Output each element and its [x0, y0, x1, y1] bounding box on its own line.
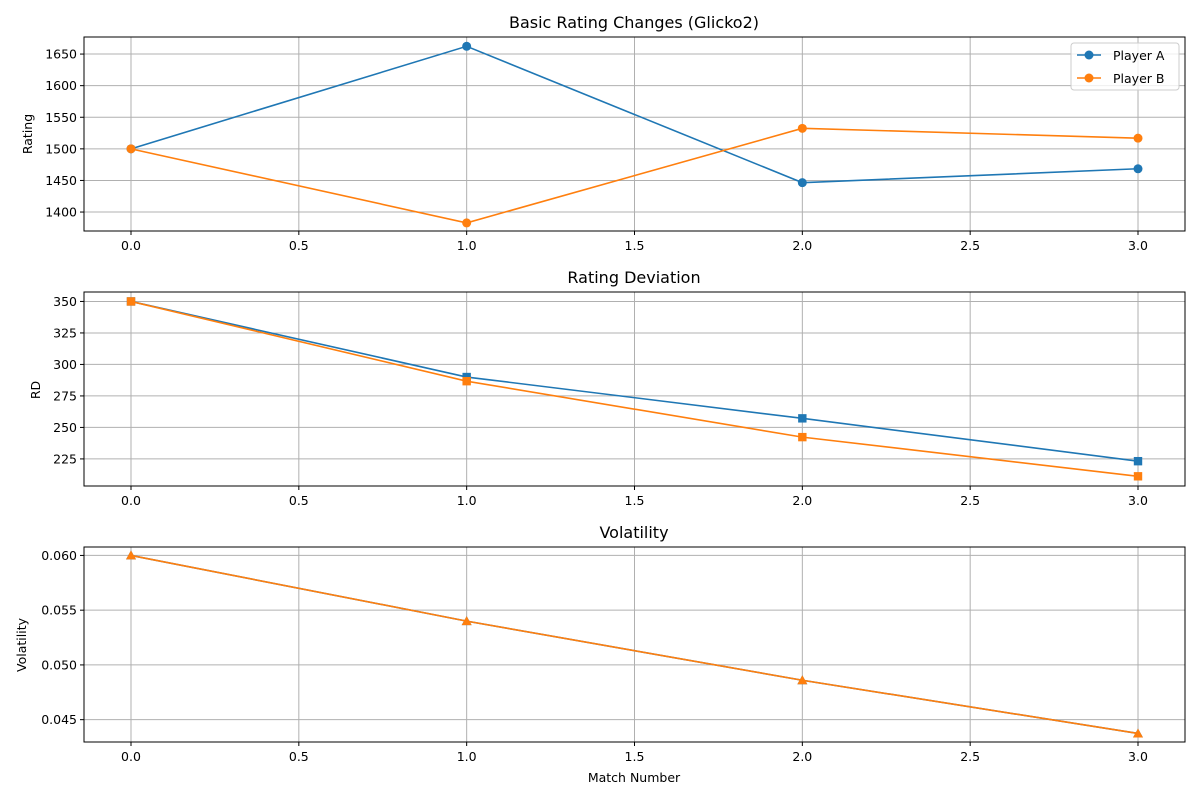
rd-ytick-label: 300: [53, 357, 77, 372]
rating-point-player-a: [462, 41, 472, 51]
rating-xtick-label: 0.0: [121, 238, 141, 253]
rd-line-player-a: [130, 300, 1139, 462]
volatility-ytick-label: 0.055: [41, 603, 77, 618]
rating-xtick-label: 3.0: [1128, 238, 1148, 253]
legend-marker-player-a: [1084, 50, 1094, 60]
rating-xtick-label: 1.0: [457, 238, 477, 253]
rating-ytick-label: 1400: [45, 205, 77, 220]
rating-grid: [84, 37, 1185, 231]
volatility-xtick-label: 3.0: [1128, 749, 1148, 764]
volatility-xtick-label: 1.0: [457, 749, 477, 764]
legend: Player A Player B: [1070, 42, 1180, 91]
rd-ytick-label: 275: [53, 388, 77, 403]
rd-ytick-label: 250: [53, 420, 77, 435]
rd-point-player-b: [462, 376, 471, 386]
rating-ytick-label: 1550: [45, 110, 77, 125]
rd-title: Rating Deviation: [567, 268, 700, 287]
volatility-xtick-label: 2.5: [960, 749, 980, 764]
rd-point-player-b: [1133, 472, 1143, 481]
volatility-ytick-label: 0.060: [41, 548, 77, 563]
rd-xtick-label: 0.5: [289, 493, 309, 508]
rating-ytick-label: 1600: [45, 78, 77, 93]
volatility-xtick-label: 2.0: [792, 749, 812, 764]
rd-panel: Rating Deviation RD 0.0 0.5 1.0 1.5 2.0 2.5 3.…: [28, 268, 1186, 508]
rd-xtick-label: 1.5: [625, 493, 645, 508]
legend-label-player-a: Player A: [1113, 48, 1165, 63]
rating-xtick-label: 1.5: [625, 238, 645, 253]
rd-ytick-label: 225: [53, 451, 77, 466]
rating-point-player-a: [797, 178, 807, 188]
volatility-point-player-b: [797, 675, 808, 685]
legend-marker-player-b: [1084, 73, 1094, 83]
rating-xtick-label: 2.5: [960, 238, 980, 253]
rating-ytick-label: 1450: [45, 173, 77, 188]
volatility-series: [125, 550, 1144, 738]
rd-line-player-b: [130, 300, 1139, 478]
rating-point-player-b: [462, 218, 472, 228]
rating-point-player-b: [797, 123, 807, 133]
rd-point-player-b: [798, 432, 807, 442]
rating-point-player-a: [1133, 164, 1143, 174]
rating-line-player-b: [130, 127, 1139, 224]
volatility-point-player-b: [461, 616, 472, 626]
volatility-point-player-b: [1133, 728, 1144, 738]
rd-xtick-label: 2.0: [792, 493, 812, 508]
rd-ticks: 0.0 0.5 1.0 1.5 2.0 2.5 3.0 225 250 275 300 325 350: [53, 294, 1148, 508]
rd-ytick-label: 350: [53, 294, 77, 309]
rating-xtick-label: 2.0: [792, 238, 812, 253]
rd-grid: [84, 292, 1185, 486]
volatility-xlabel: Match Number: [588, 770, 681, 785]
volatility-xtick-label: 0.0: [121, 749, 141, 764]
rd-xtick-label: 1.0: [457, 493, 477, 508]
rating-ytick-label: 1500: [45, 141, 77, 156]
volatility-xtick-label: 0.5: [289, 749, 309, 764]
rd-xtick-label: 2.5: [960, 493, 980, 508]
rd-ytick-label: 325: [53, 325, 77, 340]
volatility-ylabel: Volatility: [14, 617, 29, 672]
volatility-xtick-label: 1.5: [625, 749, 645, 764]
rating-ticks: 0.0 0.5 1.0 1.5 2.0 2.5 3.0 1400 1450 1500 1550 160…: [45, 47, 1148, 253]
rd-point-player-a: [1133, 456, 1143, 466]
rating-point-player-b: [126, 144, 136, 154]
volatility-point-player-b: [125, 550, 136, 560]
rd-point-player-a: [798, 414, 807, 423]
rating-title: Basic Rating Changes (Glicko2): [509, 13, 759, 32]
rating-xtick-label: 0.5: [289, 238, 309, 253]
volatility-panel: Volatility Volatility Match Number 0.0 0.…: [14, 523, 1186, 785]
rd-ylabel: RD: [28, 381, 43, 399]
rating-series: [126, 41, 1143, 228]
rating-line-player-a: [130, 45, 1139, 184]
rd-xtick-label: 0.0: [121, 493, 141, 508]
volatility-line-player-b: [130, 554, 1139, 735]
rating-ytick-label: 1650: [45, 47, 77, 62]
legend-label-player-b: Player B: [1113, 71, 1164, 86]
rating-point-player-b: [1133, 133, 1143, 143]
volatility-ticks: 0.0 0.5 1.0 1.5 2.0 2.5 3.0 0.045 0.050 0.055 0.06…: [41, 548, 1148, 764]
rating-ylabel: Rating: [20, 114, 35, 154]
rating-panel: Basic Rating Changes (Glicko2) Rating 0.…: [20, 13, 1186, 253]
volatility-ytick-label: 0.050: [41, 657, 77, 672]
rd-xtick-label: 3.0: [1128, 493, 1148, 508]
rd-series: [126, 297, 1143, 481]
volatility-ytick-label: 0.045: [41, 712, 77, 727]
volatility-title: Volatility: [599, 523, 668, 542]
volatility-grid: [84, 547, 1185, 742]
rd-point-player-b: [126, 297, 136, 306]
